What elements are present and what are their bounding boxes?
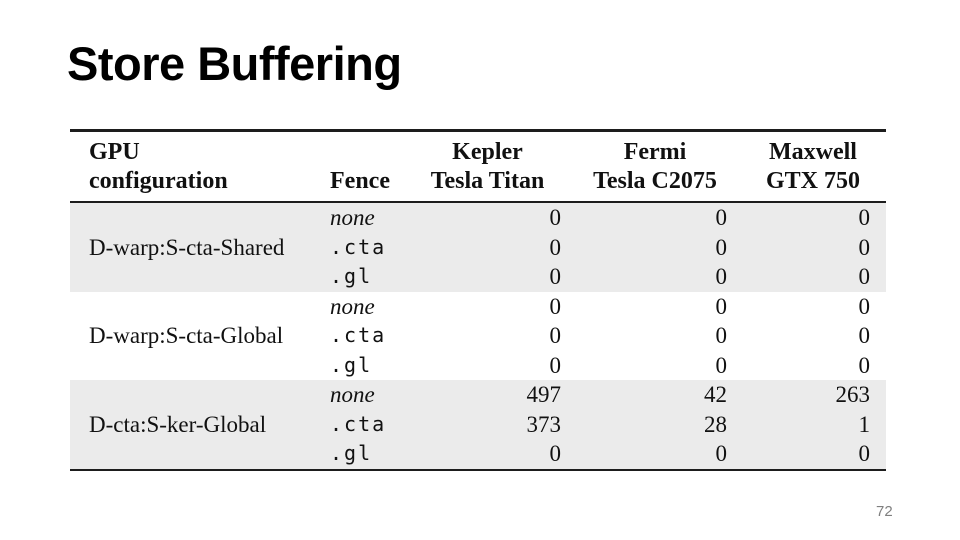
value-cell: 0 [858, 352, 871, 378]
value-cell: 0 [405, 262, 570, 292]
fence-cell: none [330, 293, 375, 319]
header-fermi-card: Tesla C2075 [593, 168, 717, 194]
value-cell: 0 [570, 439, 740, 470]
results-table: GPU configuration Fence Kepler Tesla Tit… [70, 129, 886, 471]
table-row: D-warp:S-cta-Global none 0 0 0 [70, 292, 886, 349]
value-cell: 373 [405, 409, 570, 439]
value-cell: 0 [715, 293, 728, 319]
table-row: D-cta:S-ker-Global none 497 42 263 [70, 380, 886, 470]
table-header-row: GPU configuration Fence Kepler Tesla Tit… [70, 130, 886, 203]
fence-cell: none [320, 202, 405, 233]
table-row: .gl 0 0 0 [70, 351, 886, 381]
table-row: .cta 373 28 1 [70, 409, 886, 439]
value-cell: 0 [740, 232, 886, 262]
header-configuration-line: configuration [89, 168, 228, 194]
header-maxwell-card: GTX 750 [765, 168, 860, 194]
value-cell: 1 [740, 409, 886, 439]
config-cell: D-warp:S-cta-Shared [70, 202, 320, 292]
header-cell-fence: Fence [320, 130, 405, 203]
header-fence-label: Fence [330, 168, 390, 194]
fence-cell: .cta [330, 323, 387, 347]
header-cell-maxwell-column: Maxwell GTX 750 [740, 130, 886, 203]
value-cell: 0 [549, 293, 562, 319]
value-cell: 0 [858, 293, 871, 319]
fence-cell: .cta [320, 409, 405, 439]
config-cell: D-cta:S-ker-Global [70, 380, 320, 470]
table-body: D-warp:S-cta-Shared none 0 0 0 .cta 0 0 … [70, 202, 886, 470]
header-kepler-card: Tesla Titan [430, 168, 545, 194]
table-row: .cta 0 0 0 [70, 321, 886, 351]
header-gpu-line: GPU [89, 139, 140, 165]
table-row: .cta 0 0 0 [70, 232, 886, 262]
value-cell: 0 [570, 202, 740, 233]
value-cell: 0 [740, 202, 886, 233]
header-kepler-architecture: Kepler [452, 139, 523, 165]
value-cell: 0 [405, 439, 570, 470]
fence-cell: .cta [320, 232, 405, 262]
page-number: 72 [876, 503, 893, 520]
header-fermi-architecture: Fermi [623, 139, 687, 165]
slide-title: Store Buffering [67, 37, 402, 90]
fence-cell: none [320, 380, 405, 410]
header-cell-kepler-column: Kepler Tesla Titan [405, 130, 570, 203]
config-cell: D-warp:S-cta-Global [89, 323, 284, 348]
value-cell: 0 [715, 323, 728, 348]
value-cell: 42 [570, 380, 740, 410]
table-row: .gl 0 0 0 [70, 262, 886, 292]
table-row: .gl 0 0 0 [70, 439, 886, 470]
value-cell: 497 [405, 380, 570, 410]
value-cell: 0 [740, 439, 886, 470]
value-cell: 0 [549, 352, 562, 378]
table-row: D-warp:S-cta-Shared none 0 0 0 [70, 202, 886, 292]
header-maxwell-architecture: Maxwell [769, 139, 857, 165]
value-cell: 0 [570, 232, 740, 262]
header-cell-fermi-column: Fermi Tesla C2075 [570, 130, 740, 203]
value-cell: 0 [740, 262, 886, 292]
value-cell: 0 [715, 352, 728, 378]
value-cell: 28 [570, 409, 740, 439]
gpu-fence-results-table: GPU configuration Fence Kepler Tesla Tit… [70, 129, 886, 471]
value-cell: 263 [740, 380, 886, 410]
table-header: GPU configuration Fence Kepler Tesla Tit… [70, 130, 886, 203]
value-cell: 0 [858, 323, 871, 348]
value-cell: 0 [405, 232, 570, 262]
value-cell: 0 [570, 262, 740, 292]
fence-cell: .gl [330, 352, 373, 377]
value-cell: 0 [549, 323, 562, 348]
value-cell: 0 [405, 202, 570, 233]
fence-cell: .gl [320, 439, 405, 470]
fence-cell: .gl [320, 262, 405, 292]
header-cell-gpu-configuration: GPU configuration [70, 130, 320, 203]
